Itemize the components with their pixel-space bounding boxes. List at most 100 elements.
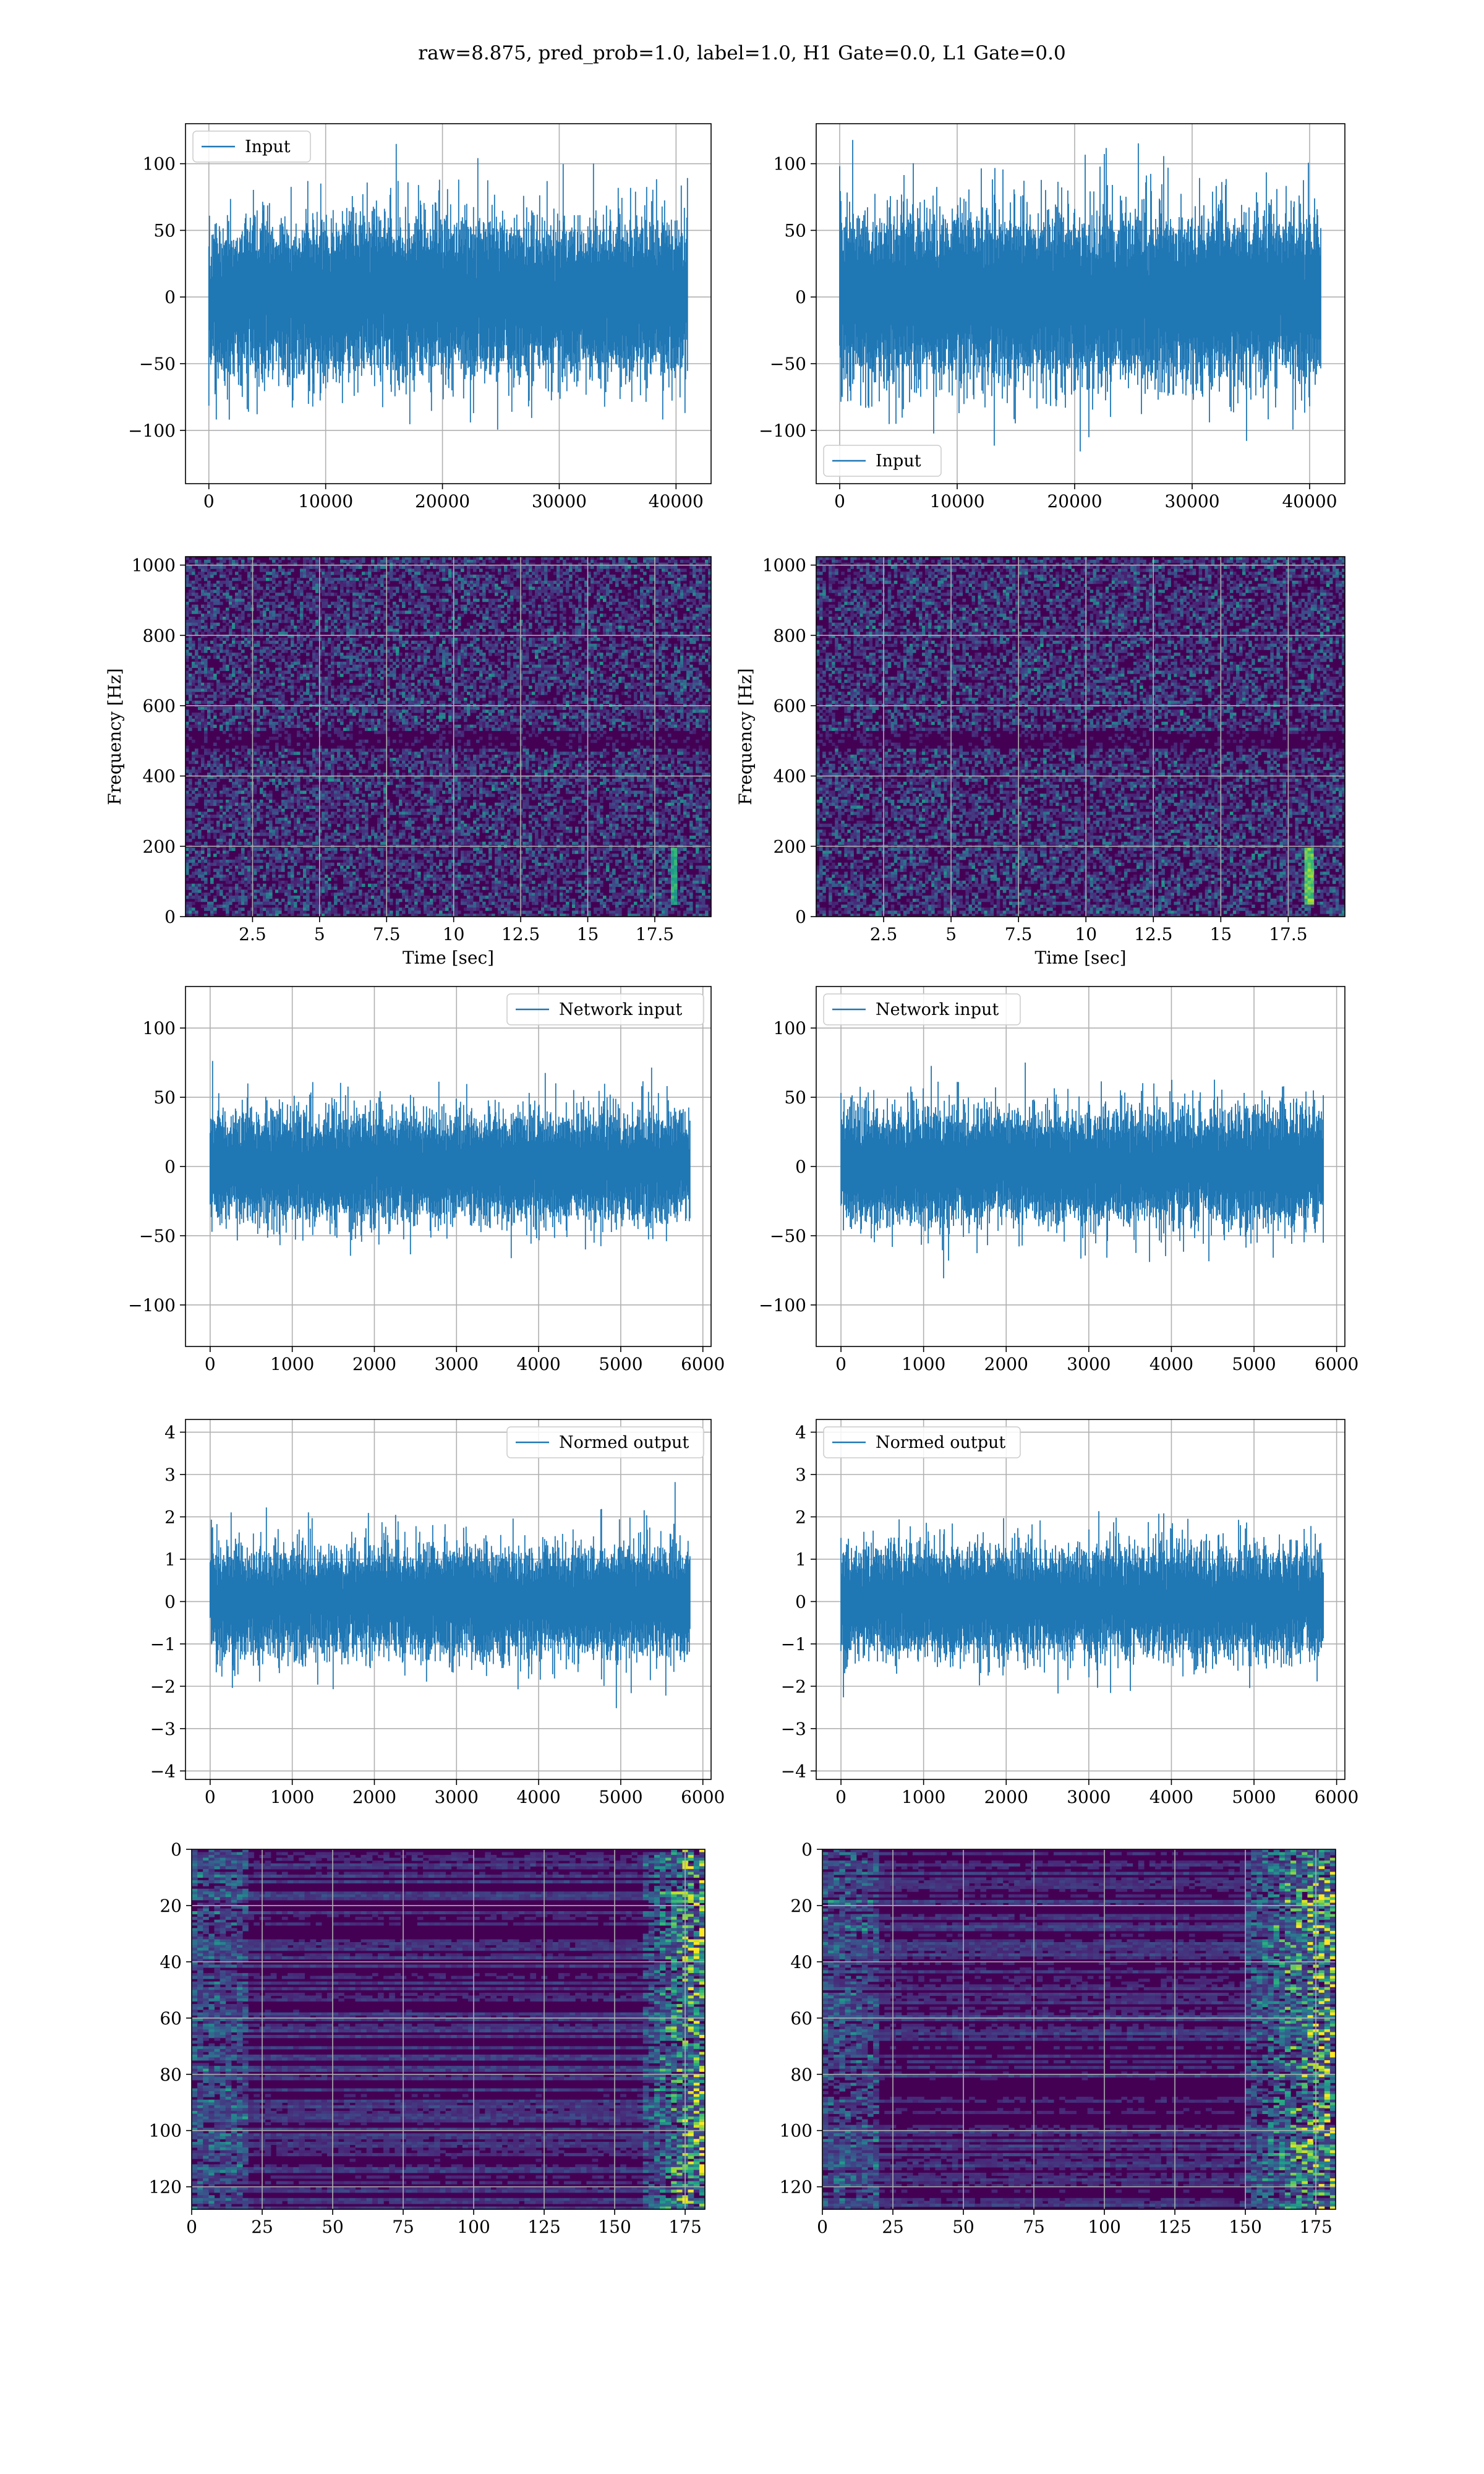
x-axis-label: Time [sec]: [1034, 948, 1126, 968]
x-tick-label: 3000: [435, 1354, 479, 1374]
y-tick-label: 20: [160, 1896, 182, 1916]
series-line-normed-output: [210, 1482, 690, 1708]
x-tick-label: 125: [527, 2217, 560, 2237]
x-tick-label: 100: [457, 2217, 490, 2237]
y-tick-label: −100: [759, 421, 806, 441]
series-line-normed-output: [841, 1511, 1323, 1697]
y-tick-label: 200: [774, 836, 806, 857]
series-line-network-input: [210, 1061, 690, 1258]
x-tick-label: 3000: [1067, 1354, 1111, 1374]
x-tick-label: 5: [945, 924, 957, 944]
chart-network-input-left: 0 1000 2000 3000 4000 5000 6000−100−50050100Ne…: [128, 987, 725, 1374]
y-axis-label: Frequency [Hz]: [735, 668, 756, 805]
x-tick-label: 12.5: [1134, 924, 1172, 944]
y-tick-label: −2: [150, 1676, 176, 1697]
x-tick-label: 5000: [1232, 1787, 1276, 1807]
legend: Normed output: [824, 1427, 1020, 1458]
x-tick-label: 3000: [1067, 1787, 1111, 1807]
y-tick-label: 800: [774, 625, 806, 646]
legend: Normed output: [507, 1427, 704, 1458]
y-tick-label: −50: [770, 1226, 806, 1246]
y-tick-label: −100: [128, 421, 176, 441]
x-tick-label: 175: [668, 2217, 701, 2237]
y-tick-label: 100: [774, 154, 806, 174]
legend: Network input: [824, 994, 1020, 1025]
x-tick-label: 3000: [435, 1787, 479, 1807]
y-tick-label: 2: [164, 1507, 176, 1527]
y-tick-label: 20: [790, 1896, 812, 1916]
x-tick-label: 4000: [1149, 1787, 1193, 1807]
y-tick-label: 2: [795, 1507, 806, 1527]
y-tick-label: 50: [784, 220, 806, 241]
y-tick-label: 1: [164, 1549, 176, 1570]
x-tick-label: 0: [834, 491, 845, 511]
x-tick-label: 2.5: [870, 924, 898, 944]
y-tick-label: 100: [143, 154, 176, 174]
series-line-input: [840, 140, 1321, 452]
y-tick-label: 1: [795, 1549, 806, 1570]
y-tick-label: 3: [164, 1465, 176, 1485]
x-tick-label: 17.5: [1269, 924, 1307, 944]
y-tick-label: 120: [780, 2177, 812, 2198]
y-tick-label: 100: [149, 2121, 182, 2141]
x-tick-label: 4000: [1149, 1354, 1193, 1374]
y-tick-label: 0: [795, 1591, 806, 1612]
y-tick-label: −3: [781, 1719, 806, 1739]
x-tick-label: 30000: [532, 491, 587, 511]
x-tick-label: 2000: [352, 1354, 396, 1374]
y-tick-label: 400: [143, 766, 176, 787]
x-tick-label: 7.5: [1005, 924, 1033, 944]
x-tick-label: 5000: [1232, 1354, 1276, 1374]
y-tick-label: −50: [139, 1226, 176, 1246]
y-tick-label: 0: [795, 907, 806, 927]
x-tick-label: 20000: [1047, 491, 1102, 511]
legend-label: Network input: [876, 1000, 999, 1019]
legend-label: Normed output: [559, 1433, 689, 1452]
legend: Input: [824, 445, 941, 476]
series-line-input: [209, 144, 688, 430]
x-tick-label: 0: [205, 1354, 216, 1374]
x-tick-label: 2000: [984, 1787, 1028, 1807]
x-tick-label: 5000: [599, 1354, 642, 1374]
x-tick-label: 4000: [516, 1787, 560, 1807]
x-tick-label: 15: [1210, 924, 1232, 944]
y-tick-label: 200: [143, 836, 176, 857]
series-line-network-input: [841, 1063, 1323, 1278]
legend: Network input: [507, 994, 704, 1025]
legend-label: Normed output: [876, 1433, 1005, 1452]
y-tick-label: 800: [143, 625, 176, 646]
x-tick-label: 10000: [929, 491, 984, 511]
x-tick-label: 17.5: [636, 924, 674, 944]
y-tick-label: −1: [150, 1634, 176, 1654]
x-tick-label: 1000: [270, 1354, 314, 1374]
y-tick-label: 1000: [762, 555, 806, 576]
x-tick-label: 5000: [599, 1787, 642, 1807]
chart-network-input-right: 0 1000 2000 3000 4000 5000 6000−100−50050100Ne…: [759, 987, 1358, 1374]
x-tick-label: 0: [203, 491, 215, 511]
legend: Input: [193, 131, 310, 162]
y-tick-label: 600: [774, 696, 806, 716]
x-tick-label: 50: [952, 2217, 974, 2237]
x-tick-label: 15: [577, 924, 599, 944]
y-tick-label: 100: [774, 1018, 806, 1038]
legend-label: Input: [876, 452, 921, 471]
x-tick-label: 25: [251, 2217, 273, 2237]
x-tick-label: 75: [392, 2217, 414, 2237]
y-tick-label: −1: [781, 1634, 806, 1654]
y-tick-label: 100: [143, 1018, 176, 1038]
x-tick-label: 7.5: [373, 924, 401, 944]
x-tick-label: 150: [598, 2217, 631, 2237]
x-tick-label: 0: [835, 1354, 846, 1374]
y-tick-label: −100: [759, 1295, 806, 1316]
x-tick-label: 2.5: [239, 924, 267, 944]
y-tick-label: 0: [164, 1157, 176, 1177]
x-tick-label: 150: [1229, 2217, 1261, 2237]
x-tick-label: 4000: [516, 1354, 560, 1374]
x-tick-label: 0: [186, 2217, 197, 2237]
x-tick-label: 6000: [681, 1354, 725, 1374]
y-tick-label: 600: [143, 696, 176, 716]
x-tick-label: 2000: [984, 1354, 1028, 1374]
